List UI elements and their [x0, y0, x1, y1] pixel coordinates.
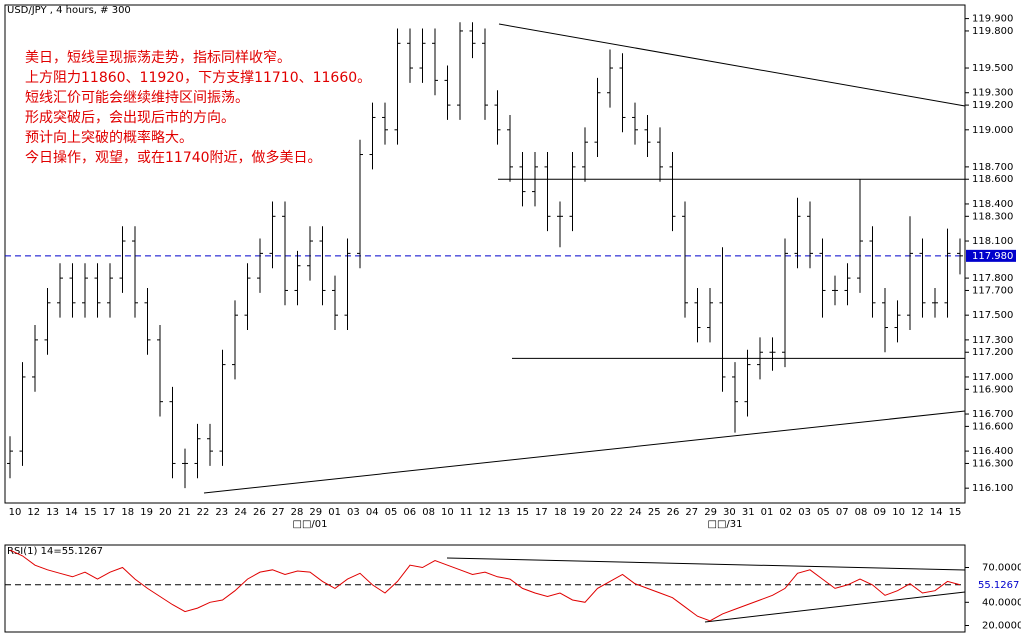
y-tick-label: 119.300 — [972, 88, 1013, 99]
x-tick-label: 20 — [159, 507, 172, 518]
rsi-trend-line — [704, 591, 966, 623]
x-tick-label: 04 — [366, 507, 379, 518]
x-tick-label: 05 — [385, 507, 398, 518]
x-tick-label: 19 — [140, 507, 153, 518]
y-tick-label: 119.000 — [972, 125, 1013, 136]
y-tick-label: 117.000 — [972, 372, 1013, 383]
x-tick-label: 01 — [761, 507, 774, 518]
x-tick-label: 25 — [648, 507, 661, 518]
y-tick-label: 116.300 — [972, 458, 1013, 469]
x-tick-label: 10 — [9, 507, 22, 518]
y-tick-label: 116.900 — [972, 384, 1013, 395]
y-tick-label: 118.700 — [972, 162, 1013, 173]
y-tick-label: 116.400 — [972, 446, 1013, 457]
annotation: 短线汇价可能会继续维持区间振荡。 — [25, 89, 249, 106]
x-tick-label: 11 — [460, 507, 473, 518]
x-tick-label: 10 — [892, 507, 905, 518]
x-tick-label: 21 — [178, 507, 191, 518]
x-tick-label: 23 — [215, 507, 228, 518]
x-tick-label: 13 — [46, 507, 59, 518]
x-tick-label: 14 — [65, 507, 78, 518]
annotation: 上方阻力11860、11920，下方支撑11710、11660。 — [25, 70, 371, 86]
x-tick-label: 01 — [328, 507, 341, 518]
x-tick-label: 26 — [667, 507, 680, 518]
x-tick-label: 31 — [742, 507, 755, 518]
annotation: 美日，短线呈现振荡走势，指标同样收窄。 — [25, 49, 291, 66]
y-tick-label: 118.600 — [972, 174, 1013, 185]
x-tick-label: 09 — [873, 507, 886, 518]
x-tick-label: 18 — [554, 507, 567, 518]
annotation: 今日操作，观望，或在11740附近，做多美日。 — [25, 149, 322, 166]
x-tick-label: 14 — [930, 507, 943, 518]
x-period-label: □□/01 — [293, 519, 328, 530]
last-price-label: 117.980 — [972, 251, 1013, 262]
x-tick-label: 17 — [103, 507, 116, 518]
y-tick-label: 119.500 — [972, 63, 1013, 74]
rsi-title: RSI(1) 14=55.1267 — [7, 546, 103, 557]
y-tick-label: 116.700 — [972, 409, 1013, 420]
x-tick-label: 07 — [836, 507, 849, 518]
last-value-label: 55.1267 — [978, 580, 1019, 591]
y-tick-label: 116.600 — [972, 421, 1013, 432]
x-tick-label: 29 — [704, 507, 717, 518]
y-tick-label: 116.100 — [972, 483, 1013, 494]
x-tick-label: 15 — [949, 507, 962, 518]
x-tick-label: 05 — [817, 507, 830, 518]
y-tick-label: 117.700 — [972, 285, 1013, 296]
last-price-box — [966, 249, 1016, 262]
y-tick-label: 117.500 — [972, 310, 1013, 321]
x-tick-label: 19 — [573, 507, 586, 518]
x-tick-label: 15 — [84, 507, 97, 518]
x-tick-label: 22 — [610, 507, 623, 518]
x-tick-label: 27 — [272, 507, 285, 518]
x-tick-label: 29 — [309, 507, 322, 518]
y-tick-label: 117.300 — [972, 335, 1013, 346]
annotation: 预计向上突破的概率略大。 — [25, 129, 193, 146]
rsi-line — [9, 549, 961, 622]
x-tick-label: 27 — [685, 507, 698, 518]
x-tick-label: 08 — [855, 507, 868, 518]
chart-title: USD/JPY , 4 hours, # 300 — [7, 5, 131, 16]
y-tick-label: 119.800 — [972, 26, 1013, 37]
x-tick-label: 17 — [535, 507, 548, 518]
x-tick-label: 26 — [253, 507, 266, 518]
y-tick-label: 119.900 — [972, 14, 1013, 25]
x-tick-label: 12 — [479, 507, 492, 518]
x-tick-label: 03 — [798, 507, 811, 518]
x-tick-label: 10 — [441, 507, 454, 518]
annotation: 形成突破后，会出现后市的方向。 — [25, 109, 235, 126]
rsi-trend-line — [446, 557, 966, 571]
y-tick-label: 117.800 — [972, 273, 1013, 284]
x-tick-label: 12 — [27, 507, 40, 518]
x-tick-label: 13 — [497, 507, 510, 518]
x-tick-label: 18 — [121, 507, 134, 518]
x-tick-label: 03 — [347, 507, 360, 518]
x-tick-label: 15 — [516, 507, 529, 518]
x-tick-label: 22 — [197, 507, 210, 518]
trend-line — [203, 410, 966, 494]
x-tick-label: 30 — [723, 507, 736, 518]
y-tick-label: 119.200 — [972, 100, 1013, 111]
x-tick-label: 12 — [911, 507, 924, 518]
rsi-frame — [4, 544, 966, 633]
y-tick-label: 40.0000 — [982, 597, 1021, 608]
x-tick-label: 24 — [234, 507, 247, 518]
y-tick-label: 118.400 — [972, 199, 1013, 210]
x-tick-label: 06 — [403, 507, 416, 518]
x-tick-label: 24 — [629, 507, 642, 518]
x-tick-label: 20 — [591, 507, 604, 518]
x-tick-label: 08 — [422, 507, 435, 518]
x-tick-label: 28 — [291, 507, 304, 518]
y-tick-label: 70.0000 — [982, 563, 1021, 574]
trend-line — [498, 23, 966, 107]
y-tick-label: 118.100 — [972, 236, 1013, 247]
y-tick-label: 118.300 — [972, 211, 1013, 222]
x-tick-label: 02 — [779, 507, 792, 518]
y-tick-label: 117.200 — [972, 347, 1013, 358]
y-tick-label: 20.0000 — [982, 621, 1021, 632]
x-period-label: □□/31 — [708, 519, 743, 530]
